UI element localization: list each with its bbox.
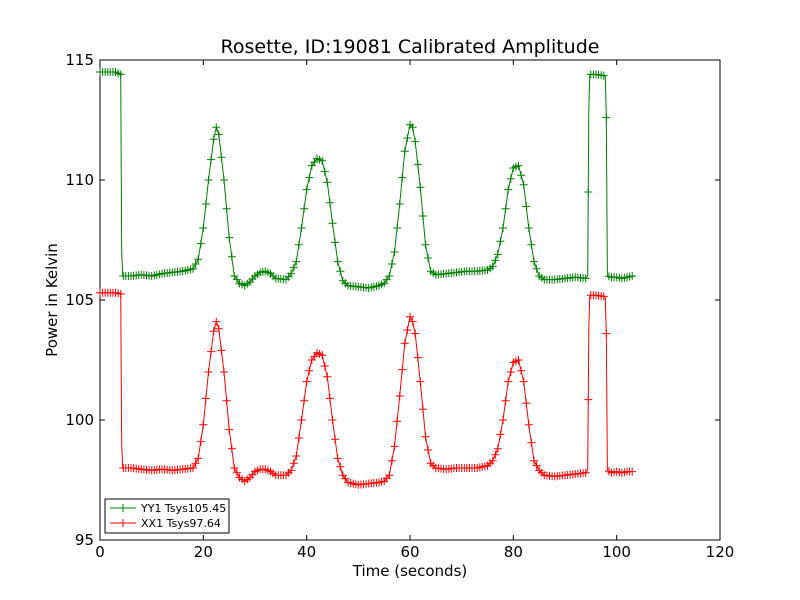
y-axis-label: Power in Kelvin (43, 243, 61, 357)
series-markers-1 (96, 288, 637, 489)
y-tick-label: 110 (65, 171, 94, 189)
x-tick-label: 40 (297, 543, 316, 561)
y-tick-label: 100 (65, 411, 94, 429)
legend-marker-yy1 (119, 504, 127, 512)
legend-box (104, 498, 230, 534)
x-tick-label: 60 (400, 543, 419, 561)
legend-label-xx1: XX1 Tsys97.64 (141, 517, 221, 530)
x-axis-label: Time (seconds) (352, 562, 468, 580)
y-axis: 95 100 105 110 115 (65, 51, 720, 549)
plot-area (96, 59, 721, 541)
chart-title: Rosette, ID:19081 Calibrated Amplitude (221, 36, 600, 58)
x-tick-label: 120 (706, 543, 735, 561)
x-tick-label: 0 (95, 543, 105, 561)
x-tick-label: 20 (194, 543, 213, 561)
legend: YY1 Tsys105.45 XX1 Tsys97.64 (104, 498, 230, 534)
series-markers-0 (96, 68, 637, 292)
legend-label-yy1: YY1 Tsys105.45 (140, 502, 226, 515)
x-axis: 0 20 40 60 80 100 120 (95, 60, 734, 561)
x-tick-label: 100 (602, 543, 631, 561)
y-tick-label: 115 (65, 51, 94, 69)
legend-marker-xx1 (119, 519, 127, 527)
plot-frame (99, 59, 721, 541)
series-layer (96, 68, 637, 489)
y-tick-label: 95 (75, 531, 94, 549)
y-tick-label: 105 (65, 291, 94, 309)
x-tick-label: 80 (504, 543, 523, 561)
